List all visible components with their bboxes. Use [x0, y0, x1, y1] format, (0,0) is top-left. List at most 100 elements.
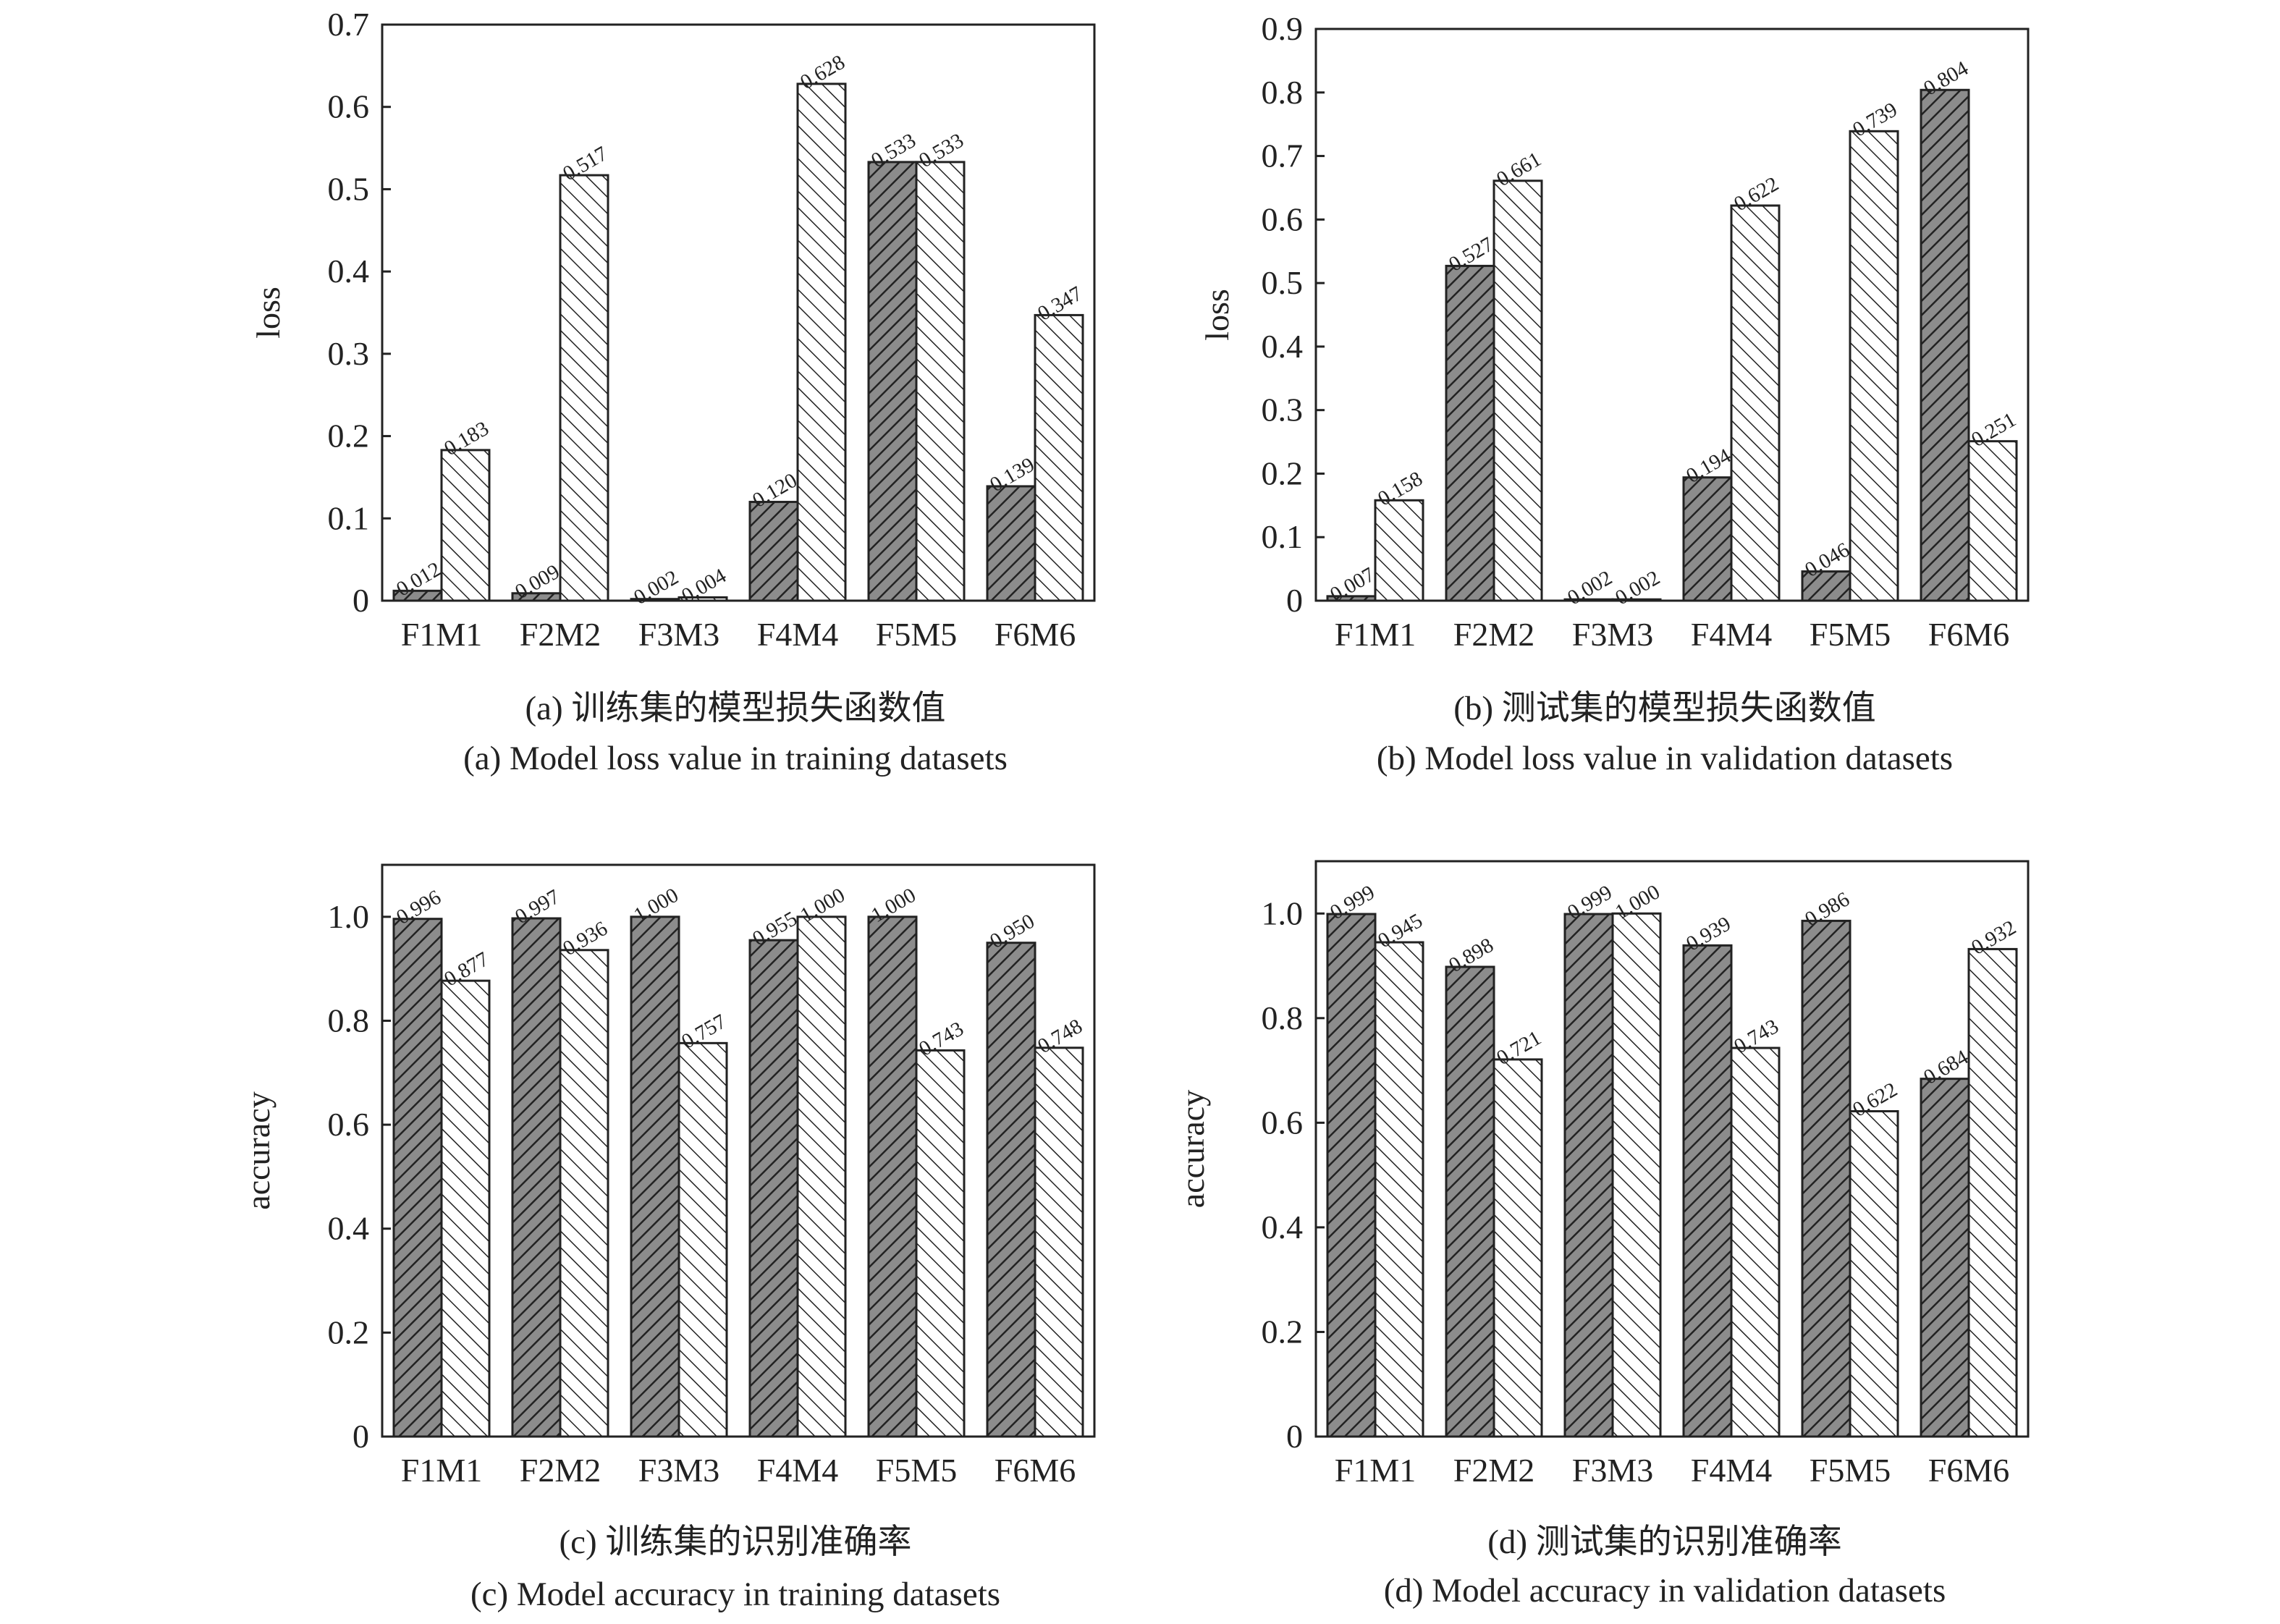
x-tick-label: F3M3 — [1572, 1452, 1653, 1489]
y-tick-label: 0.3 — [328, 335, 370, 372]
y-tick-label: 0.6 — [1262, 1104, 1304, 1141]
panel-d: (d) 测试集的识别准确率 (d) Model accuracy in vali… — [1384, 1523, 1946, 1610]
x-tick-label: F5M5 — [876, 616, 957, 653]
plot-a: 00.10.20.30.40.50.60.7lossF1M10.0120.183… — [250, 6, 1096, 653]
x-tick-label: F5M5 — [1810, 1452, 1891, 1489]
bar-series-1-bar — [1445, 264, 1495, 602]
bar-series-2-bar — [1374, 499, 1424, 602]
plot-frame — [1314, 860, 2030, 1438]
bar-series-1-bar — [867, 161, 918, 602]
x-tick-label: F1M1 — [401, 616, 482, 653]
bar-series-2-bar — [1374, 941, 1424, 1438]
caption-c-zh: (c) 训练集的识别准确率 — [560, 1523, 912, 1561]
bar-series-2-bar — [915, 161, 966, 602]
plot-c: 00.20.40.60.81.0accuracyF1M10.9960.877F2… — [240, 863, 1096, 1489]
plot-frame — [1314, 28, 2030, 602]
y-tick-label: 0.3 — [1262, 392, 1304, 428]
y-tick-label: 0.4 — [328, 1210, 370, 1247]
bar-series-1-bar — [630, 915, 680, 1438]
y-axis-label: loss — [1199, 289, 1236, 341]
y-axis-label: loss — [250, 287, 287, 339]
plot-frame — [381, 863, 1096, 1438]
plot-frame — [381, 23, 1096, 602]
bar-series-2-bar — [1730, 1046, 1781, 1438]
y-tick-label: 0.9 — [1262, 10, 1304, 47]
x-tick-label: F4M4 — [1691, 616, 1772, 653]
bar-series-2-bar — [1730, 204, 1781, 602]
y-tick-label: 0 — [1286, 1418, 1303, 1455]
bar-series-2-bar — [1034, 1046, 1084, 1438]
plot-d: 00.20.40.60.81.0accuracyF1M10.9990.945F2… — [1174, 860, 2030, 1489]
caption-b-zh: (b) 测试集的模型损失函数值 — [1453, 690, 1876, 727]
bar-series-1-bar — [1445, 965, 1495, 1438]
bar-series-2-bar — [1849, 130, 1899, 602]
caption-d-zh: (d) 测试集的识别准确率 — [1487, 1523, 1842, 1561]
caption-c-en: (c) Model accuracy in training datasets — [470, 1576, 1000, 1613]
bar-series-2-bar — [440, 979, 491, 1438]
panel-a: (a) 训练集的模型损失函数值 (a) Model loss value in … — [463, 690, 1008, 777]
y-tick-label: 0.4 — [1262, 1209, 1304, 1246]
bar-series-2-bar — [1849, 1109, 1899, 1438]
y-tick-label: 0 — [352, 1418, 369, 1455]
x-tick-label: F2M2 — [1453, 616, 1534, 653]
x-tick-label: F6M6 — [995, 616, 1076, 653]
caption-a-en: (a) Model loss value in training dataset… — [463, 740, 1008, 777]
x-tick-label: F4M4 — [757, 1452, 838, 1489]
y-tick-label: 0.5 — [328, 170, 370, 207]
x-tick-label: F4M4 — [1691, 1452, 1772, 1489]
y-tick-label: 0.1 — [328, 499, 370, 536]
x-tick-label: F1M1 — [1335, 1452, 1416, 1489]
y-tick-label: 0.8 — [328, 1002, 370, 1039]
bar-series-1-bar — [748, 501, 799, 602]
y-tick-label: 1.0 — [328, 898, 370, 935]
bar-series-2-bar — [1492, 179, 1543, 602]
bar-series-2-bar — [1492, 1058, 1543, 1438]
bar-series-2-bar — [1611, 598, 1662, 602]
y-tick-label: 0.8 — [1262, 999, 1304, 1036]
bar-series-1-bar — [1563, 913, 1614, 1438]
y-tick-label: 0.2 — [328, 418, 370, 454]
bar-series-2-bar — [1967, 947, 2018, 1438]
y-tick-label: 0.4 — [328, 253, 370, 289]
y-tick-label: 0 — [1286, 582, 1303, 619]
x-tick-label: F2M2 — [520, 616, 601, 653]
bar-series-2-bar — [559, 949, 609, 1438]
x-tick-label: F6M6 — [995, 1452, 1076, 1489]
y-tick-label: 0.4 — [1262, 328, 1304, 365]
y-axis-label: accuracy — [240, 1091, 276, 1209]
y-tick-label: 0.2 — [1262, 454, 1304, 491]
y-axis-label: accuracy — [1174, 1090, 1211, 1208]
bar-series-1-bar — [986, 485, 1036, 602]
caption-b-en: (b) Model loss value in validation datas… — [1377, 740, 1953, 777]
x-tick-label: F2M2 — [520, 1452, 601, 1489]
y-tick-label: 0.6 — [328, 1106, 370, 1143]
bar-value-label: 0.002 — [1611, 566, 1664, 609]
x-tick-label: F1M1 — [401, 1452, 482, 1489]
y-tick-label: 0.7 — [328, 6, 370, 43]
bar-series-1-bar — [1682, 944, 1733, 1438]
plot-b: 0 0.1 0.2 0.3 0.4 0.5 0.6 0.7 0.8 0.9 loss F1M1 0.00… — [1199, 10, 2030, 653]
bar-series-1-bar — [1682, 476, 1733, 602]
bar-series-1-bar — [1326, 913, 1377, 1438]
y-tick-label: 0.2 — [328, 1314, 370, 1350]
caption-d-en: (d) Model accuracy in validation dataset… — [1384, 1572, 1946, 1610]
y-tick-label: 0.8 — [1262, 74, 1304, 111]
x-tick-label: F3M3 — [638, 616, 719, 653]
y-tick-label: 1.0 — [1262, 895, 1304, 931]
bar-series-1-bar — [392, 918, 443, 1438]
bar-value-label: 0.002 — [1563, 566, 1616, 609]
y-tick-label: 0.2 — [1262, 1313, 1304, 1350]
bar-series-1-bar — [1920, 1078, 1970, 1438]
bar-series-1-bar — [1801, 919, 1852, 1438]
bar-series-2-bar — [796, 915, 847, 1438]
x-tick-label: F4M4 — [757, 616, 838, 653]
bar-series-2-bar — [559, 174, 609, 602]
bar-series-1-bar — [748, 939, 799, 1438]
x-tick-label: F3M3 — [1572, 616, 1653, 653]
x-tick-label: F2M2 — [1453, 1452, 1534, 1489]
y-tick-label: 0.5 — [1262, 264, 1304, 301]
bar-series-2-bar — [440, 449, 491, 602]
panel-b: (b) 测试集的模型损失函数值 (b) Model loss value in … — [1377, 690, 1953, 777]
x-tick-label: F5M5 — [1810, 616, 1891, 653]
